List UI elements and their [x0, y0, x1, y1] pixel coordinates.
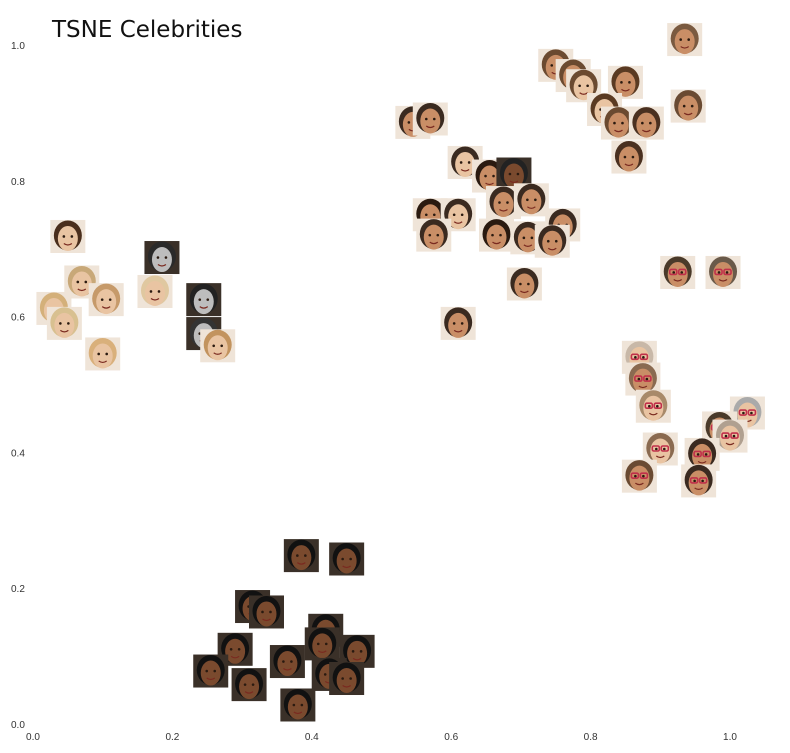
face-thumbnail-point — [628, 106, 664, 140]
face-thumbnail-point — [248, 595, 284, 629]
y-tick-label: 0.2 — [11, 584, 25, 595]
y-tick-label: 0.6 — [11, 313, 25, 324]
face-thumbnail-point — [283, 539, 319, 573]
y-axis-ticks: 0.0 0.2 0.4 0.6 0.8 1.0 — [11, 41, 25, 731]
x-tick-label: 0.6 — [444, 732, 458, 743]
face-thumbnail-point — [412, 102, 448, 136]
face-thumbnail-point — [479, 218, 515, 252]
x-tick-label: 0.0 — [26, 732, 40, 743]
face-thumbnail-point — [667, 23, 703, 57]
face-thumbnail-point — [513, 183, 549, 217]
face-thumbnail-point — [193, 654, 229, 688]
face-thumbnail-point — [144, 241, 180, 275]
face-thumbnail-point — [88, 283, 124, 317]
chart-title: TSNE Celebrities — [51, 17, 242, 43]
face-thumbnail-point — [329, 662, 365, 696]
face-thumbnail-point — [329, 542, 365, 576]
face-thumbnail-point — [611, 140, 647, 174]
face-thumbnail-point — [137, 274, 173, 308]
face-thumbnail-point — [280, 688, 316, 722]
face-thumbnail-point — [46, 306, 82, 340]
x-axis-ticks: 0.0 0.2 0.4 0.6 0.8 1.0 — [26, 732, 737, 743]
face-thumbnail-point — [50, 219, 86, 253]
x-tick-label: 0.8 — [584, 732, 598, 743]
face-thumbnail-point — [416, 218, 452, 252]
face-thumbnail-point — [269, 645, 305, 679]
face-thumbnail-point — [506, 267, 542, 301]
face-thumbnail-point — [621, 459, 657, 493]
face-thumbnail-point — [670, 89, 706, 123]
face-thumbnail-point — [186, 283, 222, 317]
x-tick-label: 0.2 — [165, 732, 179, 743]
x-tick-label: 1.0 — [723, 732, 737, 743]
x-tick-label: 0.4 — [305, 732, 319, 743]
face-thumbnail-point — [304, 627, 340, 661]
face-thumbnail-point — [635, 389, 671, 423]
face-thumbnail-point — [440, 306, 476, 340]
scatter-points — [36, 23, 765, 722]
face-thumbnail-point — [200, 329, 236, 363]
face-thumbnail-point — [625, 362, 661, 396]
face-thumbnail-point — [607, 65, 643, 99]
y-tick-label: 0.8 — [11, 177, 25, 188]
y-tick-label: 0.4 — [11, 448, 25, 459]
face-thumbnail-point — [681, 464, 717, 498]
face-thumbnail-point — [85, 337, 121, 371]
y-tick-label: 1.0 — [11, 41, 25, 52]
face-thumbnail-point — [705, 255, 741, 289]
face-thumbnail-point — [231, 668, 267, 702]
face-thumbnail-point — [660, 255, 696, 289]
face-thumbnail-point — [447, 145, 483, 179]
face-thumbnail-point — [534, 224, 570, 258]
y-tick-label: 0.0 — [11, 720, 25, 731]
face-thumbnail-point — [642, 432, 678, 466]
